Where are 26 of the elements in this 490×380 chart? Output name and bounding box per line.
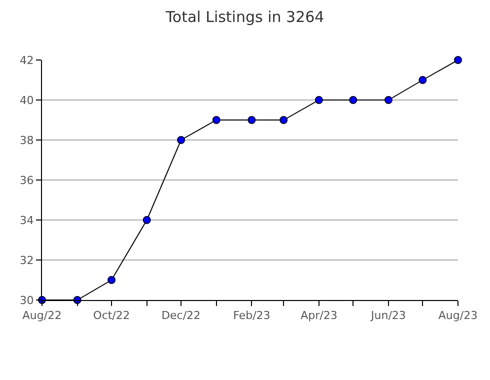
point <box>349 96 358 104</box>
x-tick-label: Aug/22 <box>22 309 62 322</box>
y-tick-label: 32 <box>20 254 34 267</box>
point <box>108 276 116 284</box>
y-tick-label: 30 <box>20 294 34 307</box>
chart-title: Total Listings in 3264 <box>164 8 324 26</box>
point <box>314 96 323 104</box>
point <box>248 116 256 124</box>
x-tick-label: Oct/22 <box>93 309 130 322</box>
x-tick-label: Jun/23 <box>370 309 406 322</box>
y-tick-label: 34 <box>20 214 34 227</box>
y-tick-label: 38 <box>20 134 34 147</box>
point <box>454 56 462 64</box>
y-tick-label: 42 <box>20 54 34 67</box>
point <box>142 216 151 224</box>
x-tick-label: Aug/23 <box>438 309 478 322</box>
point <box>418 76 427 84</box>
x-tick-label: Feb/23 <box>233 309 270 322</box>
point <box>384 96 392 104</box>
point <box>280 116 288 124</box>
point <box>212 116 220 124</box>
y-tick-label: 36 <box>20 174 34 187</box>
y-tick-label: 40 <box>20 94 34 107</box>
x-tick-label: Apr/23 <box>300 309 338 322</box>
x-tick-label: Dec/22 <box>162 309 201 322</box>
point <box>177 136 186 144</box>
